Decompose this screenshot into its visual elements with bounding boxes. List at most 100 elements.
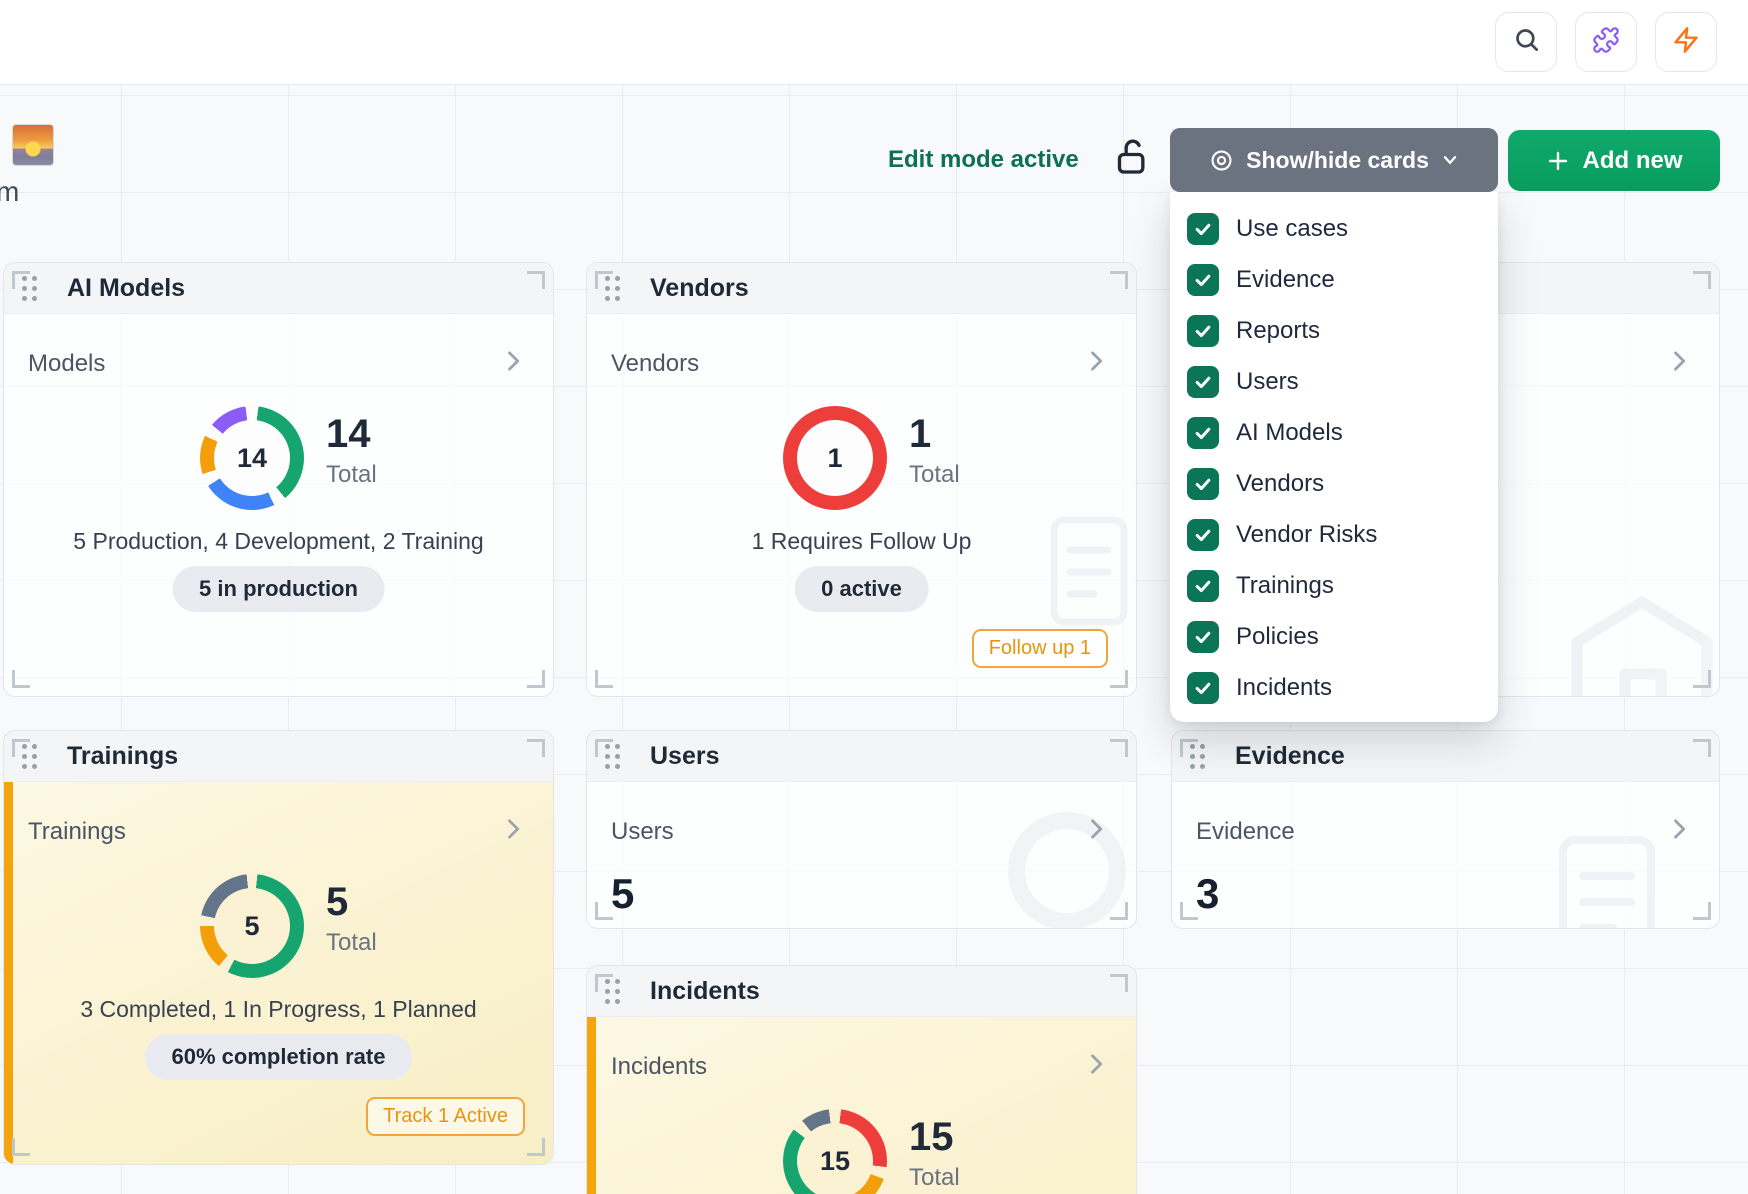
chevron-right-icon[interactable] <box>1665 815 1693 848</box>
resize-handle-icon[interactable] <box>595 271 613 289</box>
status-pill: 60% completion rate <box>144 1034 413 1080</box>
search-icon <box>1513 26 1540 58</box>
edit-mode-label: Edit mode active <box>888 146 1079 173</box>
resize-handle-icon[interactable] <box>1110 974 1128 992</box>
card-header: Trainings <box>4 731 553 782</box>
checkbox-checked-icon[interactable] <box>1187 212 1219 245</box>
drag-handle-icon[interactable] <box>1190 743 1205 769</box>
drag-handle-icon[interactable] <box>22 275 37 301</box>
dropdown-item[interactable]: Use cases <box>1170 203 1498 254</box>
show-hide-cards-dropdown: Use cases Evidence Reports Users <box>1170 192 1498 722</box>
card-ai-models[interactable]: AI Models Models 14 14 Total 5 Productio… <box>3 262 554 697</box>
count-value: 3 <box>1196 870 1220 917</box>
dropdown-item-label: Policies <box>1236 622 1319 650</box>
count-value: 5 <box>611 870 635 917</box>
add-new-button[interactable]: Add new <box>1508 130 1720 191</box>
card-incidents[interactable]: Incidents Incidents 15 15 Total <box>586 965 1137 1194</box>
add-new-label: Add new <box>1582 146 1683 174</box>
card-body: Incidents 15 15 Total <box>587 1017 1136 1194</box>
resize-handle-icon[interactable] <box>1110 670 1128 688</box>
chevron-right-icon[interactable] <box>499 815 527 848</box>
dropdown-item-label: AI Models <box>1236 418 1343 446</box>
donut-center-value: 5 <box>214 888 290 964</box>
dropdown-item[interactable]: Vendors <box>1170 458 1498 509</box>
checkbox-checked-icon[interactable] <box>1187 263 1219 296</box>
dropdown-item[interactable]: Trainings <box>1170 560 1498 611</box>
total-caption: Total <box>909 1164 960 1191</box>
resize-handle-icon[interactable] <box>527 739 545 757</box>
card-title: Users <box>650 741 720 770</box>
topbar <box>0 0 1748 85</box>
drag-handle-icon[interactable] <box>605 978 620 1004</box>
resize-handle-icon[interactable] <box>12 271 30 289</box>
card-body: Vendors 1 1 Total 1 Requires Follow Up 0… <box>587 314 1136 696</box>
dropdown-item[interactable]: AI Models <box>1170 407 1498 458</box>
checkbox-checked-icon[interactable] <box>1187 569 1219 602</box>
dropdown-item-label: Users <box>1236 367 1299 395</box>
dropdown-item[interactable]: Users <box>1170 356 1498 407</box>
resize-handle-icon[interactable] <box>12 670 30 688</box>
resize-handle-icon[interactable] <box>1693 902 1711 920</box>
checkbox-checked-icon[interactable] <box>1187 671 1219 704</box>
resize-handle-icon[interactable] <box>1110 902 1128 920</box>
resize-handle-icon[interactable] <box>527 1138 545 1156</box>
resize-handle-icon[interactable] <box>1180 902 1198 920</box>
chevron-right-icon[interactable] <box>499 347 527 380</box>
card-trainings[interactable]: Trainings Trainings 5 5 Total 3 Complete… <box>3 730 554 1165</box>
chevron-right-icon[interactable] <box>1082 815 1110 848</box>
donut-center-value: 1 <box>797 420 873 496</box>
cutoff-text: m <box>0 176 20 207</box>
resize-handle-icon[interactable] <box>1110 739 1128 757</box>
card-title: Incidents <box>650 976 760 1005</box>
checkbox-checked-icon[interactable] <box>1187 620 1219 653</box>
resize-handle-icon[interactable] <box>527 271 545 289</box>
dropdown-item[interactable]: Reports <box>1170 305 1498 356</box>
search-button[interactable] <box>1495 12 1557 72</box>
dropdown-item[interactable]: Incidents <box>1170 662 1498 713</box>
dropdown-item-label: Reports <box>1236 316 1321 344</box>
chevron-right-icon[interactable] <box>1665 347 1693 380</box>
document-watermark-icon <box>1559 836 1655 928</box>
dropdown-item-label: Vendors <box>1236 469 1325 497</box>
card-vendors[interactable]: Vendors Vendors 1 1 Total 1 Requires Fol… <box>586 262 1137 697</box>
resize-handle-icon[interactable] <box>1693 739 1711 757</box>
checkbox-checked-icon[interactable] <box>1187 365 1219 398</box>
resize-handle-icon[interactable] <box>1180 739 1198 757</box>
total-caption: Total <box>326 461 377 488</box>
resize-handle-icon[interactable] <box>595 974 613 992</box>
unlock-icon[interactable] <box>1112 134 1152 185</box>
resize-handle-icon[interactable] <box>12 739 30 757</box>
checkbox-checked-icon[interactable] <box>1187 467 1219 500</box>
drag-handle-icon[interactable] <box>605 275 620 301</box>
dropdown-item[interactable]: Evidence <box>1170 254 1498 305</box>
resize-handle-icon[interactable] <box>12 1138 30 1156</box>
card-users[interactable]: Users Users 5 <box>586 730 1137 929</box>
resize-handle-icon[interactable] <box>1693 271 1711 289</box>
dropdown-item[interactable]: Vendor Risks <box>1170 509 1498 560</box>
checkbox-checked-icon[interactable] <box>1187 416 1219 449</box>
chevron-right-icon[interactable] <box>1082 1050 1110 1083</box>
show-hide-cards-label: Show/hide cards <box>1246 146 1429 173</box>
resize-handle-icon[interactable] <box>595 670 613 688</box>
card-link-label: Users <box>611 818 674 845</box>
quick-actions-button[interactable] <box>1655 12 1717 72</box>
drag-handle-icon[interactable] <box>605 743 620 769</box>
checkbox-checked-icon[interactable] <box>1187 314 1219 347</box>
card-title: Evidence <box>1235 741 1345 770</box>
resize-handle-icon[interactable] <box>595 902 613 920</box>
resize-handle-icon[interactable] <box>527 670 545 688</box>
drag-handle-icon[interactable] <box>22 743 37 769</box>
resize-handle-icon[interactable] <box>1693 670 1711 688</box>
show-hide-cards-button[interactable]: Show/hide cards <box>1170 128 1498 192</box>
dropdown-item[interactable]: Policies <box>1170 611 1498 662</box>
card-evidence[interactable]: Evidence Evidence 3 <box>1171 730 1720 929</box>
checkbox-checked-icon[interactable] <box>1187 518 1219 551</box>
totals: 14 Total <box>326 414 377 489</box>
resize-handle-icon[interactable] <box>595 739 613 757</box>
total-value: 5 <box>326 880 349 924</box>
chevron-right-icon[interactable] <box>1082 347 1110 380</box>
resize-handle-icon[interactable] <box>1110 271 1128 289</box>
extensions-button[interactable] <box>1575 12 1637 72</box>
sunrise-image[interactable] <box>12 124 54 166</box>
